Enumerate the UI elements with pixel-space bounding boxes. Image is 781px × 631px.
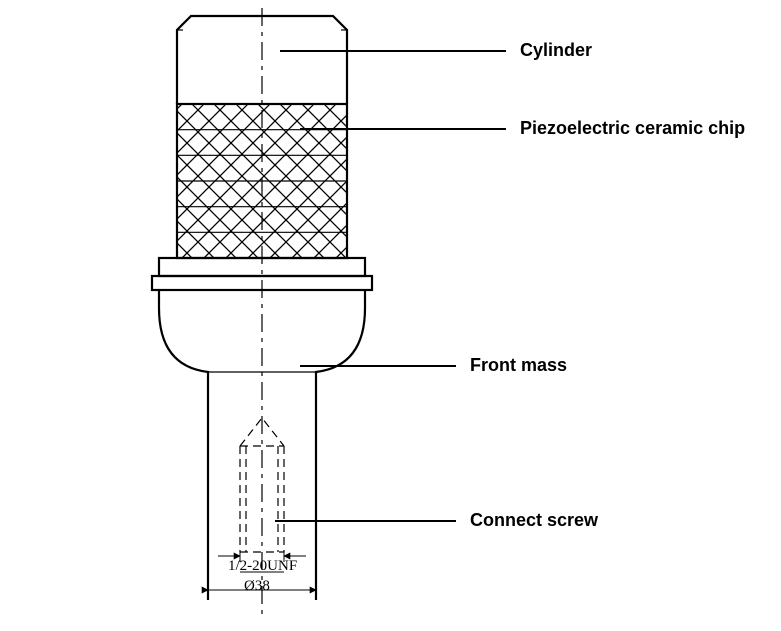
dim-diameter: Ø38	[244, 578, 270, 595]
label-screw: Connect screw	[470, 510, 598, 531]
label-piezo: Piezoelectric ceramic chip	[520, 118, 745, 139]
dim-thread: 1/2-20UNF	[228, 558, 297, 575]
label-front-mass: Front mass	[470, 355, 567, 376]
label-cylinder: Cylinder	[520, 40, 592, 61]
transducer-drawing	[0, 0, 781, 631]
